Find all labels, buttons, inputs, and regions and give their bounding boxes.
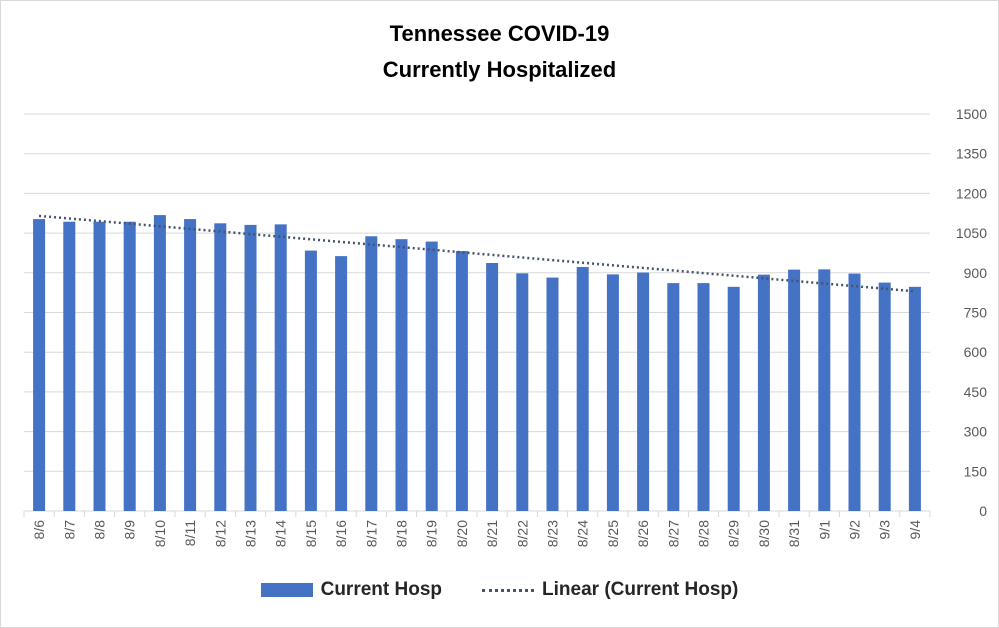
x-tick-label: 8/24 xyxy=(575,520,591,547)
x-tick-label: 8/21 xyxy=(484,520,500,547)
trendline-group xyxy=(38,214,916,293)
bar-8-30 xyxy=(757,274,770,511)
y-tick-labels: 0 150 300 450 600 750 900 1050 1200 1350 1500 xyxy=(956,106,987,519)
x-tick-label: 8/15 xyxy=(303,520,319,547)
x-tick-label: 9/3 xyxy=(877,520,893,540)
x-tick-label: 9/1 xyxy=(816,520,832,540)
bar-8-28 xyxy=(697,283,710,511)
x-tick-label: 9/2 xyxy=(847,520,863,540)
bar-8-13 xyxy=(244,224,257,512)
bar-8-18 xyxy=(395,239,408,512)
bar-8-9 xyxy=(123,221,136,511)
gridlines xyxy=(23,113,931,517)
bar-8-26 xyxy=(637,272,650,511)
x-tick-label: 8/19 xyxy=(424,520,440,547)
trendline xyxy=(38,214,916,293)
bar-8-27 xyxy=(667,283,680,511)
x-tick-label: 8/20 xyxy=(454,520,470,547)
y-tick-label: 150 xyxy=(964,463,988,479)
x-tick-label: 8/14 xyxy=(273,520,289,547)
y-tick-label: 1350 xyxy=(956,146,987,162)
bar-8-24 xyxy=(576,266,589,511)
bar-8-16 xyxy=(335,256,348,511)
y-tick-label: 900 xyxy=(964,265,988,281)
bar-8-20 xyxy=(455,251,468,511)
x-tick-label: 8/18 xyxy=(394,520,410,547)
chart-title-line2: Currently Hospitalized xyxy=(382,57,617,82)
x-tick-label: 9/4 xyxy=(907,520,923,540)
bar-8-31 xyxy=(788,269,801,511)
bars xyxy=(33,215,921,512)
x-tick-label: 8/23 xyxy=(545,520,561,547)
x-tick-label: 8/27 xyxy=(665,520,681,547)
y-tick-label: 300 xyxy=(964,424,988,440)
x-tick-label: 8/10 xyxy=(152,520,168,547)
legend-label-trend: Linear (Current Hosp) xyxy=(542,579,739,600)
legend-item-trend: Linear (Current Hosp) xyxy=(482,579,738,601)
y-tick-label: 0 xyxy=(979,503,987,519)
x-tick-label: 8/9 xyxy=(122,520,138,540)
bar-8-23 xyxy=(546,277,559,511)
x-tick-label: 8/11 xyxy=(182,520,198,546)
bar-8-14 xyxy=(274,224,287,511)
bar-9-2 xyxy=(848,273,861,511)
bar-8-19 xyxy=(425,241,438,511)
legend-bar-swatch xyxy=(260,583,313,597)
x-tick-label: 8/29 xyxy=(726,520,742,547)
bar-8-12 xyxy=(214,223,227,512)
y-tick-label: 1200 xyxy=(956,185,987,201)
y-tick-label: 450 xyxy=(964,384,988,400)
bar-8-15 xyxy=(304,250,317,511)
y-tick-label: 1500 xyxy=(956,106,987,122)
bar-8-22 xyxy=(516,273,529,511)
bar-8-21 xyxy=(486,263,499,511)
x-tick-labels: 8/6 8/7 8/8 8/9 8/10 8/11 8/12 8/13 8/14 8/15 8/16… xyxy=(31,520,923,547)
x-tick-label: 8/26 xyxy=(635,520,651,547)
x-tick-label: 8/7 xyxy=(61,520,77,540)
x-tick-label: 8/28 xyxy=(696,520,712,547)
bar-8-10 xyxy=(153,215,166,511)
x-tick-label: 8/25 xyxy=(605,520,621,547)
legend-label-bars: Current Hosp xyxy=(320,579,443,600)
legend: Current Hosp Linear (Current Hosp) xyxy=(1,579,998,601)
bar-8-29 xyxy=(727,286,740,511)
x-tick-label: 8/30 xyxy=(756,520,772,547)
bar-8-8 xyxy=(93,221,106,511)
x-tick-label: 8/13 xyxy=(243,520,259,547)
bar-8-6 xyxy=(33,219,46,511)
y-tick-label: 1050 xyxy=(956,225,987,241)
x-tick-label: 8/12 xyxy=(212,520,228,547)
chart-title-line1: Tennessee COVID-19 xyxy=(389,21,610,46)
y-tick-label: 600 xyxy=(964,344,988,360)
y-tick-label: 750 xyxy=(964,305,988,321)
legend-item-bars: Current Hosp xyxy=(260,579,443,601)
x-tick-label: 8/17 xyxy=(363,520,379,547)
x-tick-label: 8/8 xyxy=(92,520,108,540)
bar-9-3 xyxy=(878,282,891,511)
bar-8-11 xyxy=(184,219,197,511)
legend-trend-swatch xyxy=(482,588,535,592)
bar-9-1 xyxy=(818,269,831,511)
bar-9-4 xyxy=(908,286,921,511)
x-tick-label: 8/16 xyxy=(333,520,349,547)
x-tick-label: 8/22 xyxy=(514,520,530,547)
bar-8-7 xyxy=(63,221,76,511)
x-tick-label: 8/31 xyxy=(786,520,802,547)
bar-8-17 xyxy=(365,236,378,511)
bar-8-25 xyxy=(606,274,619,511)
x-tick-label: 8/6 xyxy=(31,520,47,540)
